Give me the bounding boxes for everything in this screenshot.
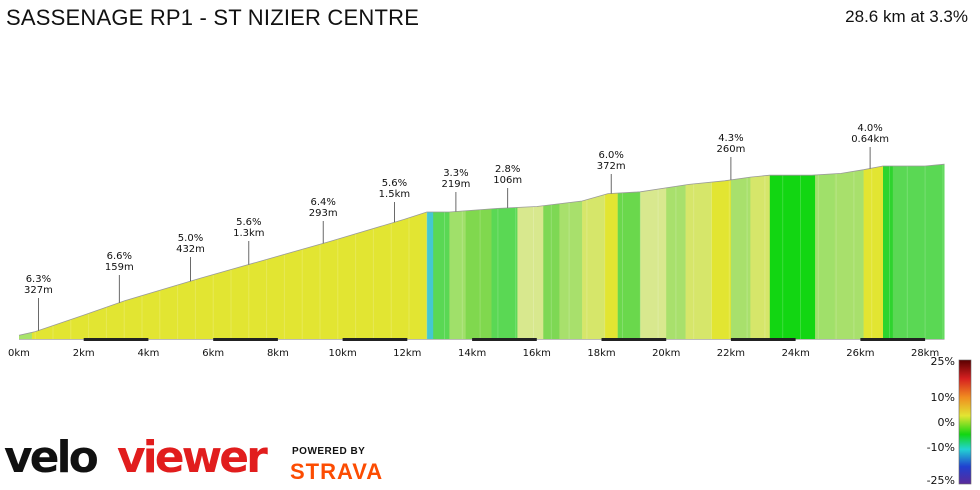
annotation-length: 159m	[105, 262, 134, 273]
gradient-band	[543, 164, 560, 339]
km-bar	[472, 338, 537, 341]
km-bar	[860, 338, 926, 341]
gradient-scale-bar	[958, 359, 972, 485]
gradient-band	[769, 164, 816, 339]
annotation-length: 106m	[493, 175, 522, 186]
annotation-grade: 3.3%	[443, 168, 468, 179]
veloviewer-logo-velo: velo	[4, 432, 98, 483]
strava-logo: STRAVA	[290, 459, 384, 484]
gradient-scale: 25% 10% 0% -10% -25%	[927, 355, 972, 487]
x-tick-label: 14km	[458, 348, 486, 359]
gradient-band	[19, 164, 33, 339]
x-tick-label: 12km	[393, 348, 421, 359]
climb-annotations: 6.3%327m6.6%159m5.0%432m5.6%1.3km6.4%293…	[24, 123, 889, 331]
annotation-length: 293m	[309, 208, 338, 219]
gradient-band	[912, 164, 945, 339]
x-tick-label: 2km	[73, 348, 95, 359]
x-tick-label: 22km	[717, 348, 745, 359]
annotation-length: 1.3km	[233, 228, 264, 239]
km-bar	[601, 338, 667, 341]
gradient-scale-label: -25%	[927, 474, 955, 487]
km-bar	[730, 338, 796, 341]
annotation-grade: 4.3%	[718, 133, 743, 144]
gradient-band	[640, 164, 667, 339]
annotation-length: 1.5km	[379, 189, 410, 200]
x-tick-label: 20km	[652, 348, 680, 359]
gradient-band	[559, 164, 583, 339]
annotation-length: 372m	[597, 161, 626, 172]
x-tick-label: 8km	[267, 348, 289, 359]
gradient-band	[666, 164, 686, 339]
x-tick-label: 24km	[782, 348, 810, 359]
gradient-scale-label: 25%	[931, 355, 955, 368]
annotation-length: 432m	[176, 244, 205, 255]
gradient-band	[711, 164, 732, 339]
x-tick-label: 0km	[8, 348, 30, 359]
gradient-band	[617, 164, 641, 339]
gradient-band	[750, 164, 771, 339]
x-tick-label: 28km	[911, 348, 939, 359]
gradient-band	[31, 164, 428, 339]
km-bar	[83, 338, 149, 341]
profile-outline	[18, 163, 945, 336]
gradient-scale-label: 10%	[931, 391, 955, 404]
gradient-band	[582, 164, 606, 339]
annotation-grade: 5.0%	[178, 233, 203, 244]
gradient-band	[834, 164, 864, 339]
gradient-band	[685, 164, 712, 339]
veloviewer-logo-viewer: viewer	[117, 432, 268, 483]
gradient-band	[426, 164, 434, 339]
gradient-scale-label: 0%	[938, 416, 955, 429]
annotation-grade: 6.3%	[26, 274, 51, 285]
gradient-band	[604, 164, 618, 339]
annotation-grade: 2.8%	[495, 164, 520, 175]
x-tick-label: 6km	[202, 348, 224, 359]
gradient-band	[883, 164, 893, 339]
annotation-grade: 5.6%	[236, 217, 261, 228]
gradient-scale-label: -10%	[927, 441, 955, 454]
km-bar	[342, 338, 408, 341]
annotation-length: 219m	[441, 179, 470, 190]
gradient-band	[815, 164, 835, 339]
x-tick-label: 4km	[137, 348, 159, 359]
annotation-grade: 4.0%	[857, 123, 882, 134]
annotation-length: 327m	[24, 285, 53, 296]
annotation-length: 260m	[716, 144, 745, 155]
gradient-band	[892, 164, 913, 339]
gradient-band	[465, 164, 492, 339]
powered-by-label: POWERED BY	[292, 446, 366, 457]
gradient-bands	[19, 164, 945, 339]
gradient-band	[863, 164, 884, 339]
x-tick-label: 18km	[587, 348, 615, 359]
veloviewer-logo: velo viewer	[4, 432, 271, 483]
x-tick-label: 26km	[846, 348, 874, 359]
annotation-grade: 5.6%	[382, 178, 407, 189]
segment-summary: 28.6 km at 3.3%	[845, 7, 968, 26]
segment-title: SASSENAGE RP1 - ST NIZIER CENTRE	[6, 5, 420, 30]
annotation-length: 0.64km	[851, 134, 889, 145]
x-tick-label: 10km	[328, 348, 356, 359]
x-axis: 0km 2km 4km 6km 8km 10km 12km 14km 16km 18km 20km 2…	[8, 338, 945, 359]
km-bar	[213, 338, 278, 341]
x-tick-label: 16km	[523, 348, 551, 359]
annotation-grade: 6.6%	[107, 251, 132, 262]
annotation-grade: 6.0%	[598, 150, 623, 161]
annotation-grade: 6.4%	[310, 197, 335, 208]
gradient-band	[730, 164, 751, 339]
